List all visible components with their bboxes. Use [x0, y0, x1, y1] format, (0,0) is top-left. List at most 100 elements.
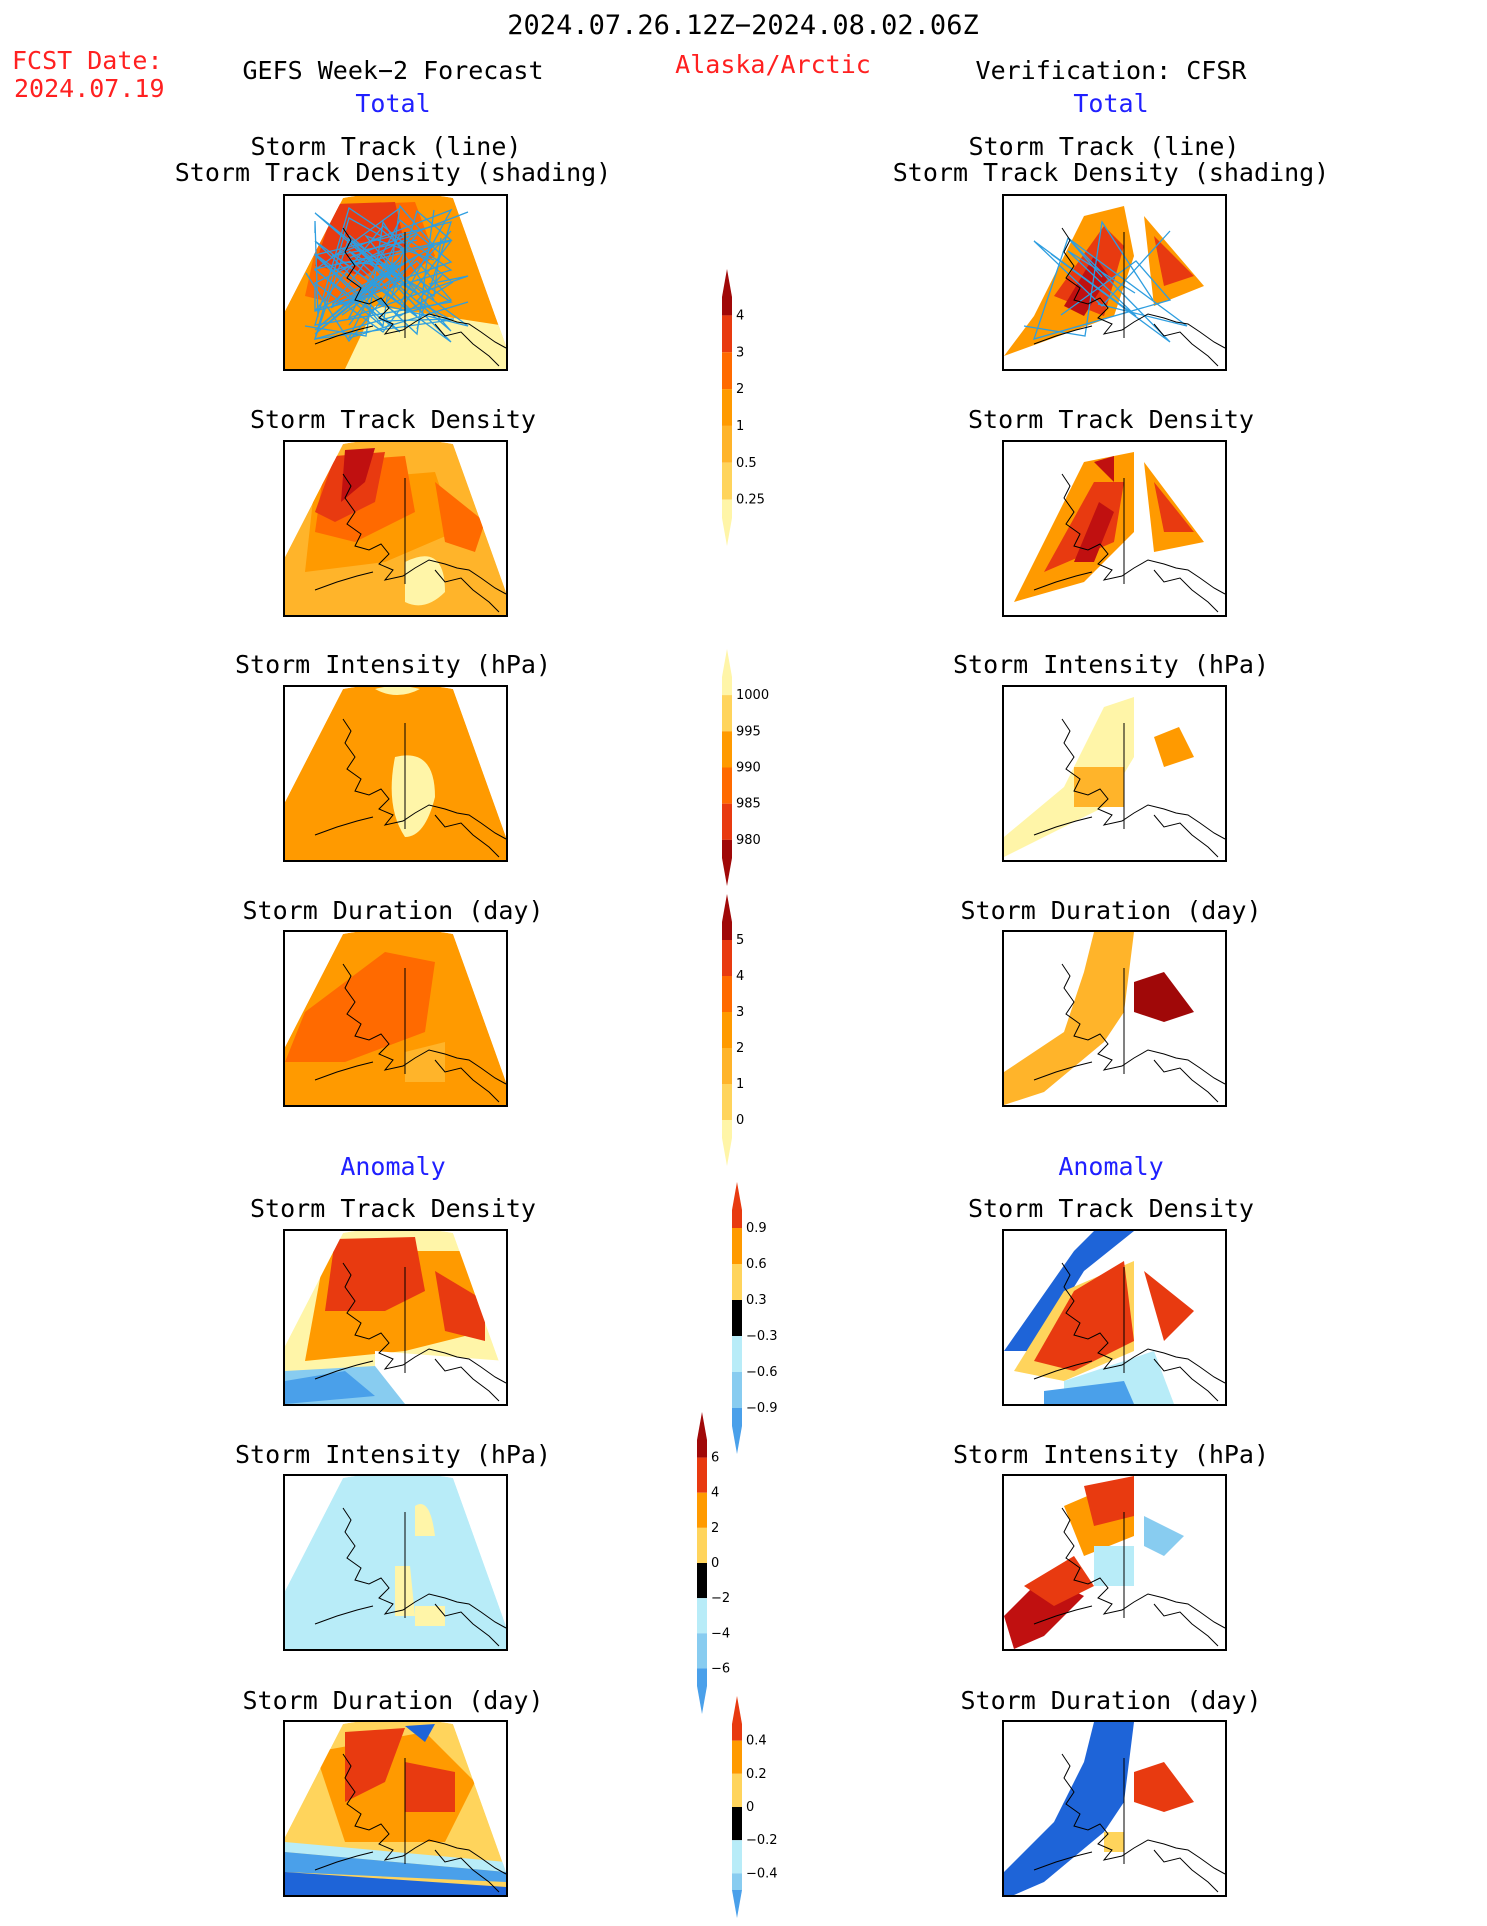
colorbar-tick-label: 4: [711, 1486, 719, 1501]
right-anom-intensity-title: Storm Intensity (hPa): [952, 1440, 1270, 1469]
colorbar-tick-label: −6: [711, 1661, 730, 1676]
right-anomaly-label: Anomaly: [1058, 1152, 1164, 1181]
shading-region: [375, 687, 420, 695]
colorbar-tick-label: 3: [736, 1005, 744, 1020]
map-canvas: [285, 932, 506, 1105]
colorbar-segment: [722, 1012, 732, 1048]
colorbar-tick-label: −0.4: [746, 1866, 778, 1881]
shading-region: [1004, 1722, 1134, 1895]
colorbar-top-arrow: [697, 1412, 707, 1440]
colorbar-segment: [722, 462, 732, 500]
map-canvas: [285, 196, 506, 369]
coastline: [1033, 227, 1225, 367]
shading-region: [1094, 1546, 1134, 1586]
colorbar-tick-label: 1: [736, 1077, 744, 1092]
shading-region: [325, 1237, 425, 1311]
right-anom-density-title: Storm Track Density: [968, 1194, 1254, 1223]
colorbar-tick-label: 2: [736, 1041, 744, 1056]
colorbar-segment: [722, 803, 732, 840]
colorbar-bottom-arrow: [722, 858, 732, 886]
colorbar-segment: [722, 297, 732, 316]
shading-region: [391, 755, 435, 837]
shading-region: [1154, 727, 1194, 767]
map-ver-anom-intensity: [1002, 1474, 1227, 1651]
colorbar-segment: [732, 1210, 742, 1228]
colorbar-tick-label: 0: [746, 1800, 754, 1815]
colorbar-top-arrow: [722, 649, 732, 677]
storm-track-line: [314, 220, 319, 318]
coastline: [314, 963, 506, 1103]
colorbar-segment: [722, 976, 732, 1012]
colorbar-tick-label: −0.3: [746, 1329, 778, 1344]
map-fcst-intensity: [283, 685, 508, 862]
colorbar-density-total: 4 3 2 1 0.5 0.25: [716, 265, 796, 550]
coastline: [314, 473, 506, 613]
colorbar-top-arrow: [732, 1696, 742, 1724]
colorbar-bottom-arrow: [732, 1426, 742, 1454]
map-fcst-track-density-lines: [283, 194, 508, 371]
colorbar-canvas: 0.4 0.2 0 −0.2 −0.4: [732, 1696, 778, 1918]
colorbar-tick-label: 0.3: [746, 1293, 767, 1308]
map-fcst-anom-duration: [283, 1720, 508, 1897]
shading-region: [1154, 482, 1194, 532]
colorbar-segment: [732, 1228, 742, 1264]
colorbar-segment: [732, 1300, 742, 1336]
map-canvas: [1004, 196, 1225, 369]
colorbar-duration-anom: 0.4 0.2 0 −0.2 −0.4: [726, 1692, 806, 1922]
shading-region: [285, 1842, 506, 1872]
colorbar-segment: [697, 1668, 707, 1686]
map-ver-duration: [1002, 930, 1227, 1107]
colorbar-tick-label: 0.2: [746, 1767, 767, 1782]
colorbar-tick-label: 4: [736, 308, 744, 323]
shading-region: [285, 1476, 506, 1649]
colorbar-tick-label: 0.5: [736, 456, 757, 471]
colorbar-tick-label: 5: [736, 933, 744, 948]
colorbar-segment: [697, 1563, 707, 1599]
colorbar-segment: [732, 1264, 742, 1300]
map-canvas: [285, 1231, 506, 1404]
colorbar-segment: [697, 1527, 707, 1563]
shading-region: [1074, 767, 1124, 807]
map-canvas: [1004, 1476, 1225, 1649]
colorbar-segment: [732, 1873, 742, 1890]
right-total-label: Total: [1073, 89, 1149, 118]
coastline: [1033, 718, 1225, 858]
coastline: [314, 718, 506, 858]
coastline: [1033, 1507, 1225, 1647]
region-title: Alaska/Arctic: [675, 50, 871, 79]
shading-region: [415, 1606, 445, 1626]
right-column-title: Verification: CFSR: [975, 56, 1247, 85]
shading-region: [405, 1724, 435, 1742]
left-total-label: Total: [355, 89, 431, 118]
shading-region: [1044, 1381, 1134, 1404]
shading-region: [1034, 1261, 1134, 1371]
map-canvas: [1004, 932, 1225, 1105]
storm-track-line: [314, 212, 452, 332]
colorbar-segment: [722, 389, 732, 426]
shading-region: [1084, 1476, 1134, 1526]
main-title: 2024.07.26.12Z−2024.08.02.06Z: [507, 10, 979, 41]
colorbar-segment: [722, 839, 732, 858]
left-anom-duration-title: Storm Duration (day): [242, 1686, 544, 1715]
coastline: [1033, 1262, 1225, 1402]
map-canvas: [1004, 1231, 1225, 1404]
left-duration-title: Storm Duration (day): [242, 896, 544, 925]
colorbar-tick-label: −0.9: [746, 1401, 778, 1416]
coastline: [1033, 473, 1225, 613]
colorbar-tick-label: 0: [711, 1556, 719, 1571]
shading-region: [1004, 932, 1134, 1105]
fcst-date-value: 2024.07.19: [14, 74, 165, 103]
colorbar-tick-label: 0.25: [736, 493, 765, 508]
map-ver-track-density: [1002, 440, 1227, 617]
colorbar-segment: [722, 1048, 732, 1084]
right-density-title: Storm Track Density: [968, 405, 1254, 434]
shading-region: [1134, 1762, 1194, 1812]
colorbar-segment: [732, 1740, 742, 1774]
colorbar-segment: [732, 1807, 742, 1841]
coastline: [1033, 963, 1225, 1103]
map-canvas: [1004, 687, 1225, 860]
map-ver-intensity: [1002, 685, 1227, 862]
colorbar-bottom-arrow: [722, 1138, 732, 1166]
colorbar-tick-label: 6: [711, 1451, 719, 1466]
colorbar-segment: [732, 1840, 742, 1874]
